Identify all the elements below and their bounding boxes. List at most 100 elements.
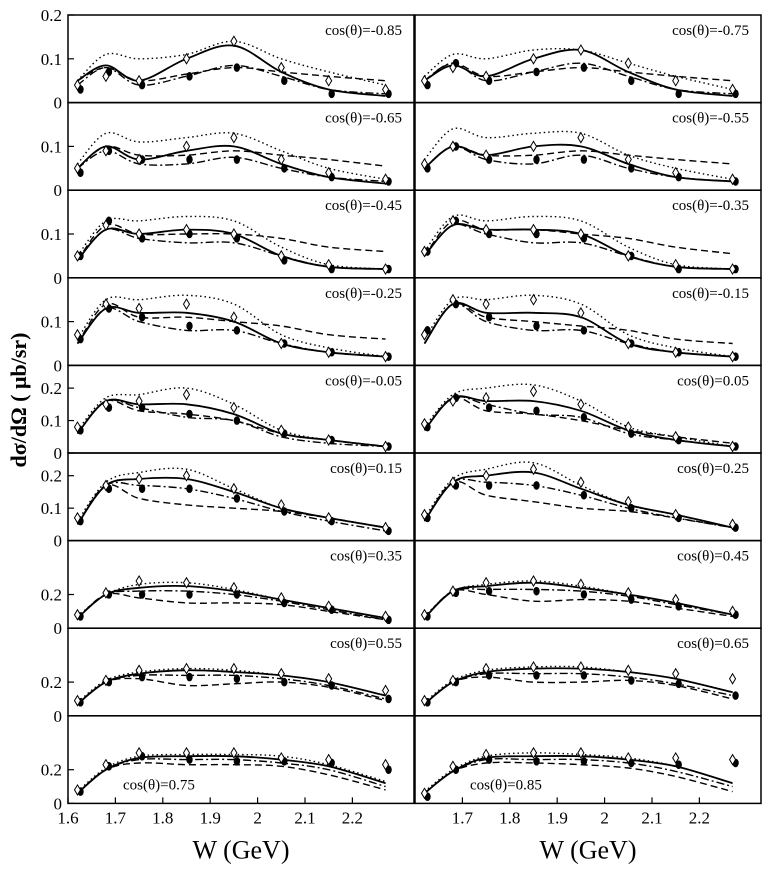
data-point-open bbox=[482, 70, 490, 83]
data-point-open bbox=[420, 608, 429, 621]
panel-label: cos(θ)=-0.75 bbox=[672, 23, 749, 39]
data-point-open bbox=[182, 469, 191, 482]
y-tick-label: 0 bbox=[54, 707, 63, 726]
panel-label: cos(θ)=0.45 bbox=[677, 549, 749, 565]
data-point-filled bbox=[533, 406, 540, 416]
data-point-open bbox=[482, 298, 490, 311]
data-point-filled bbox=[675, 679, 682, 689]
data-point-open bbox=[325, 74, 333, 87]
data-point-open bbox=[624, 249, 632, 262]
model-curve bbox=[423, 143, 733, 183]
model-curve bbox=[76, 467, 386, 529]
model-curve bbox=[77, 44, 386, 97]
model-curve bbox=[77, 592, 386, 621]
data-point-open bbox=[482, 748, 490, 761]
data-point-open bbox=[420, 157, 429, 170]
panel: 0 0.1 cos(θ)=-0.25 bbox=[41, 277, 415, 375]
data-point-filled bbox=[580, 413, 588, 422]
panel: 0 0.1 0.2 cos(θ)=-0.85 bbox=[41, 6, 415, 113]
data-point-open bbox=[577, 578, 585, 591]
model-curve bbox=[423, 294, 733, 358]
data-point-open bbox=[325, 753, 333, 766]
panel: cos(θ)=-0.75 bbox=[414, 14, 762, 104]
model-curve bbox=[76, 302, 386, 344]
model-curve bbox=[424, 47, 733, 91]
data-point-open bbox=[381, 263, 390, 276]
y-tick-label: 0 bbox=[54, 181, 63, 200]
panel-label: cos(θ)=-0.35 bbox=[672, 198, 749, 214]
data-point-open bbox=[449, 140, 457, 153]
data-point-filled bbox=[485, 671, 493, 680]
panel: cos(θ)=0.25 bbox=[414, 452, 762, 542]
data-point-open bbox=[325, 258, 333, 271]
model-curve bbox=[76, 223, 386, 261]
model-curve bbox=[424, 672, 733, 705]
panel-label: cos(θ)=-0.45 bbox=[325, 198, 402, 214]
data-point-filled bbox=[485, 312, 493, 322]
x-tick-label: 1.6 bbox=[57, 808, 78, 827]
data-point-open bbox=[381, 521, 390, 534]
data-point-open bbox=[135, 395, 143, 408]
model-curve bbox=[423, 383, 733, 448]
model-curve bbox=[76, 387, 386, 448]
data-point-open bbox=[624, 57, 632, 70]
data-point-filled bbox=[186, 72, 193, 81]
data-point-filled bbox=[186, 672, 193, 682]
y-tick-label: 0 bbox=[54, 619, 63, 638]
data-point-open bbox=[728, 173, 737, 186]
data-point-filled bbox=[628, 164, 635, 173]
data-point-open bbox=[672, 430, 680, 443]
model-curve bbox=[423, 223, 733, 270]
data-point-open bbox=[482, 149, 490, 162]
data-point-filled bbox=[186, 321, 193, 331]
data-point-open bbox=[420, 74, 429, 87]
data-point-open bbox=[420, 787, 429, 800]
data-point-open bbox=[135, 746, 143, 759]
model-curve bbox=[77, 145, 386, 169]
model-curve bbox=[76, 228, 386, 270]
data-point-open bbox=[277, 337, 285, 350]
data-point-filled bbox=[533, 756, 540, 766]
data-point-filled bbox=[732, 691, 739, 700]
data-point-filled bbox=[138, 484, 146, 493]
data-point-filled bbox=[675, 760, 682, 769]
data-point-filled bbox=[186, 409, 193, 419]
data-point-filled bbox=[385, 694, 392, 704]
data-point-open bbox=[624, 586, 632, 599]
data-point-filled bbox=[233, 63, 241, 72]
data-point-filled bbox=[628, 76, 635, 85]
panel-label: cos(θ)=0.55 bbox=[330, 636, 402, 652]
data-point-open bbox=[577, 131, 585, 144]
data-point-filled bbox=[533, 67, 540, 77]
y-tick-label: 0.2 bbox=[41, 586, 62, 605]
data-point-open bbox=[135, 74, 143, 87]
data-point-open bbox=[728, 83, 737, 96]
data-point-filled bbox=[233, 416, 241, 425]
x-tick-label: 1.7 bbox=[105, 808, 127, 827]
data-point-open bbox=[420, 245, 429, 258]
y-tick-label: 0.1 bbox=[41, 499, 62, 518]
data-point-open bbox=[529, 293, 538, 306]
y-tick-label: 0.2 bbox=[41, 673, 62, 692]
x-tick-label: 2.1 bbox=[641, 808, 662, 827]
data-point-open bbox=[381, 173, 390, 186]
data-point-open bbox=[420, 328, 429, 341]
panel: cos(θ)=-0.15 bbox=[414, 277, 762, 367]
data-point-open bbox=[529, 223, 538, 236]
data-point-open bbox=[277, 249, 285, 262]
data-point-open bbox=[325, 511, 333, 524]
data-point-open bbox=[135, 575, 143, 588]
data-point-open bbox=[449, 61, 457, 74]
panel-label: cos(θ)=0.25 bbox=[677, 461, 749, 477]
y-tick-label: 0.2 bbox=[41, 761, 62, 780]
data-point-open bbox=[728, 263, 737, 276]
x-tick-label: 2.2 bbox=[342, 808, 363, 827]
data-point-open bbox=[381, 758, 390, 771]
data-point-open bbox=[529, 385, 538, 398]
data-point-open bbox=[624, 664, 632, 677]
data-point-filled bbox=[186, 484, 193, 493]
x-tick-label: 2 bbox=[600, 808, 609, 827]
data-point-open bbox=[449, 585, 457, 598]
data-point-filled bbox=[138, 590, 146, 599]
